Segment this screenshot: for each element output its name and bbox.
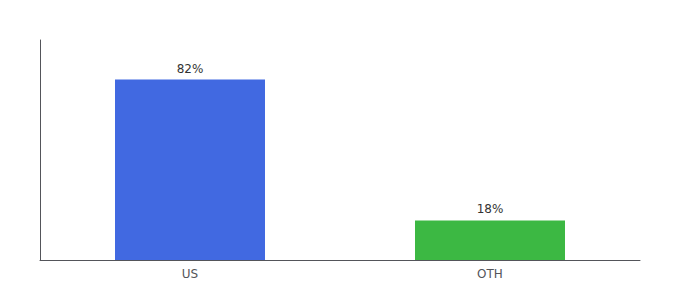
svg-text:82%: 82% xyxy=(177,62,204,76)
svg-text:OTH: OTH xyxy=(477,267,503,281)
svg-text:18%: 18% xyxy=(477,202,504,216)
svg-text:US: US xyxy=(182,267,198,281)
